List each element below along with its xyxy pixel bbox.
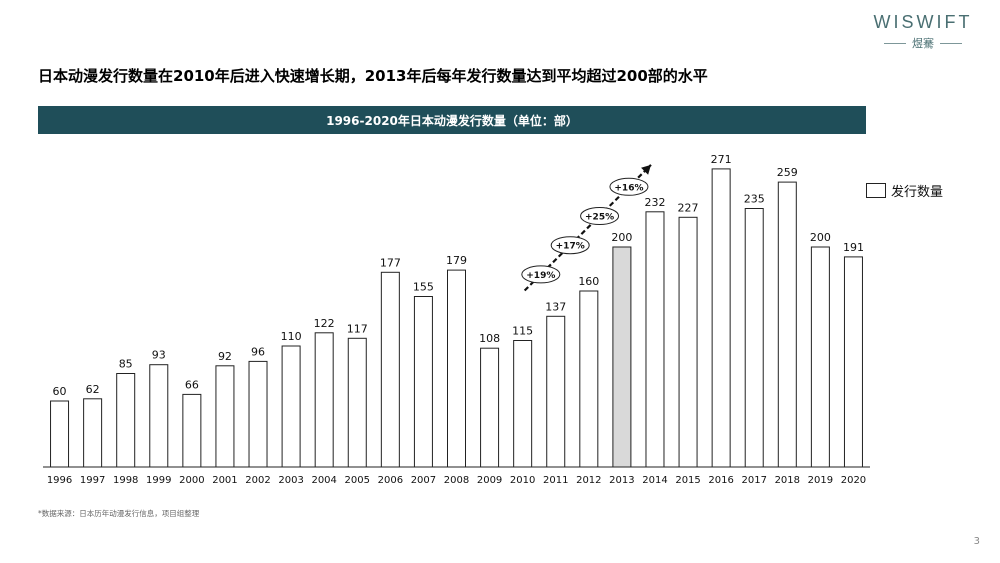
x-tick-label: 2012 [576,475,601,486]
bar [314,332,334,468]
growth-annotation-ellipse [609,177,649,196]
bar [777,181,797,468]
x-tick-label: 1996 [47,475,72,486]
bar-value-label: 227 [678,201,699,214]
bar [678,216,698,468]
chart-legend: 发行数量 [866,181,943,200]
bar [347,337,367,468]
bar [546,315,566,468]
bar-value-label: 122 [314,317,335,330]
x-tick-label: 2010 [510,475,535,486]
bar [182,393,202,468]
logo-subtitle: 煜騫 [868,35,978,51]
bar-value-label: 259 [777,166,798,179]
bar [50,400,70,468]
bar-value-label: 191 [843,241,864,254]
x-tick-label: 2007 [411,475,436,486]
x-tick-label: 2014 [642,475,667,486]
bar-value-label: 108 [479,332,500,345]
bar-value-label: 137 [545,300,566,313]
bar [612,246,632,468]
x-tick-label: 2011 [543,475,568,486]
bar [83,398,103,468]
source-footnote: *数据来源：日本历年动漫发行信息，项目组整理 [38,509,200,518]
bar [579,290,599,468]
bar [645,211,665,468]
brand-logo: WISWIFT 煜騫 [868,12,978,51]
x-tick-label: 2003 [278,475,303,486]
bar-value-label: 66 [185,378,199,391]
chart-title: 1996-2020年日本动漫发行数量（单位：部） [326,113,578,128]
bar [744,208,764,468]
bar-value-label: 117 [347,322,368,335]
x-tick-label: 2006 [378,475,403,486]
growth-annotation-ellipse [580,207,620,226]
bar-value-label: 179 [446,254,467,267]
growth-annotation-label: +16% [614,183,643,193]
legend-label: 发行数量 [891,185,944,200]
x-tick-label: 2004 [311,475,336,486]
bar [447,269,466,468]
bar-value-label: 62 [86,383,100,396]
bar-value-label: 160 [578,275,599,288]
trend-arrow-head [641,164,651,175]
bar [843,256,863,468]
x-tick-label: 1997 [80,475,105,486]
x-tick-label: 2020 [841,475,866,486]
growth-annotation-label: +17% [556,242,585,252]
bar-value-label: 92 [218,350,232,363]
x-tick-label: 2000 [179,475,204,486]
bar [480,347,500,468]
bar-value-label: 60 [53,385,67,398]
bar-value-label: 155 [413,281,434,294]
x-tick-label: 2018 [775,475,800,486]
x-tick-label: 2008 [444,475,469,486]
logo-line-right [940,42,962,44]
bar [281,345,301,468]
bar-value-label: 235 [744,193,765,206]
growth-annotation-ellipse [521,265,561,284]
chart-title-banner: 1996-2020年日本动漫发行数量（单位：部） [38,106,866,134]
x-tick-label: 2009 [477,475,502,486]
bar-value-label: 271 [711,153,732,166]
bar [513,340,533,468]
bar-value-label: 232 [644,196,665,209]
x-tick-label: 2005 [345,475,370,486]
growth-annotation-label: +25% [585,213,614,223]
bar-value-label: 115 [512,325,533,338]
x-tick-label: 2001 [212,475,237,486]
bar [149,364,169,468]
page-number: 3 [973,536,980,547]
bar [711,168,731,468]
x-tick-label: 2013 [609,475,634,486]
bar-value-label: 200 [611,231,632,244]
x-tick-label: 2002 [245,475,270,486]
page-headline: 日本动漫发行数量在2010年后进入快速增长期，2013年后每年发行数量达到平均超… [38,67,708,85]
bar-value-label: 110 [281,330,302,343]
bar [116,373,136,468]
bar-value-label: 96 [251,345,265,358]
bar [248,360,268,468]
growth-annotation-label: +19% [526,271,555,281]
x-tick-label: 2016 [708,475,733,486]
bar [413,296,433,468]
legend-swatch [866,183,886,198]
bar-value-label: 93 [152,349,166,362]
logo-text: WISWIFT [873,12,973,32]
x-tick-label: 2015 [675,475,700,486]
bar-value-label: 177 [380,256,401,269]
logo-sub-text: 煜騫 [912,37,934,50]
logo-line-left [884,42,906,44]
bar [810,246,830,468]
growth-annotation-ellipse [550,236,590,255]
bar-value-label: 200 [810,231,831,244]
bar [380,271,400,468]
x-tick-label: 2017 [741,475,766,486]
x-tick-label: 1999 [146,475,171,486]
bar-value-label: 85 [119,358,133,371]
bar [215,365,235,468]
x-tick-label: 1998 [113,475,138,486]
x-tick-label: 2019 [808,475,833,486]
